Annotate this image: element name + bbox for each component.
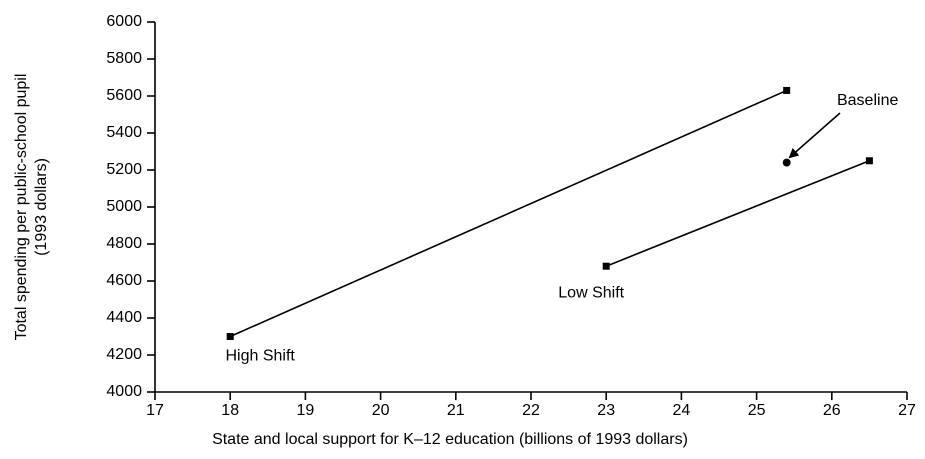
y-tick-label: 4800: [106, 235, 142, 252]
y-tick-label: 5600: [106, 87, 142, 104]
series-line: [605, 160, 870, 267]
x-tick-label: 18: [221, 402, 239, 419]
x-tick-label: 21: [447, 402, 465, 419]
series-label: Baseline: [837, 92, 898, 109]
x-tick-label: 17: [146, 402, 164, 419]
series-label: Low Shift: [558, 284, 624, 301]
y-tick-label: 4000: [106, 383, 142, 400]
y-tick-label: 4600: [106, 272, 142, 289]
y-tick-label: 4200: [106, 346, 142, 363]
point-marker: [602, 262, 610, 270]
point-marker: [865, 157, 873, 165]
x-tick-label: 27: [898, 402, 916, 419]
x-tick-label: 25: [748, 402, 766, 419]
y-tick-label: 5000: [106, 198, 142, 215]
x-tick-label: 26: [823, 402, 841, 419]
y-tick-label: 5200: [106, 161, 142, 178]
x-tick-label: 23: [597, 402, 615, 419]
x-tick-label: 22: [522, 402, 540, 419]
x-tick-label: 20: [372, 402, 390, 419]
point-marker: [783, 86, 791, 94]
x-axis-label: State and local support for K–12 educati…: [212, 431, 688, 448]
x-tick-label: 19: [297, 402, 315, 419]
series-label: High Shift: [226, 348, 296, 365]
y-tick-label: 5400: [106, 124, 142, 141]
y-axis-label: Total spending per public-school pupil: [13, 74, 30, 341]
series-line: [229, 89, 788, 338]
y-tick-label: 4400: [106, 309, 142, 326]
y-axis-label: (1993 dollars): [33, 158, 50, 256]
y-tick-label: 5800: [106, 50, 142, 67]
y-tick-label: 6000: [106, 13, 142, 30]
annotation-arrow: [788, 112, 841, 159]
point-marker: [782, 158, 791, 167]
x-tick-label: 24: [673, 402, 691, 419]
point-marker: [226, 333, 234, 340]
